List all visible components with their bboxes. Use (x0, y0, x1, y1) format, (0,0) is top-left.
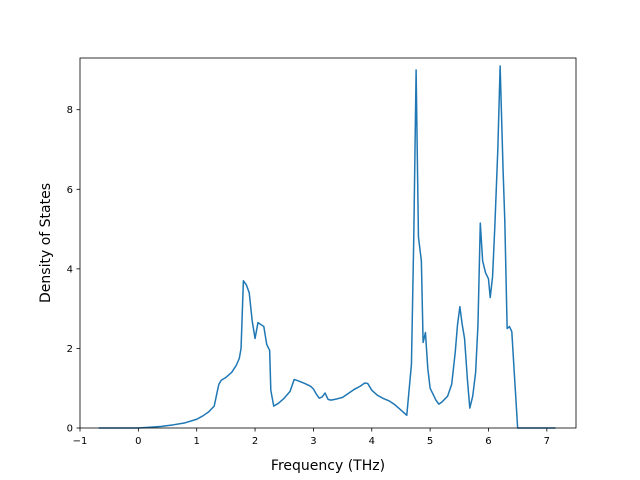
x-tick-label: −1 (73, 436, 88, 447)
x-tick-label: 4 (369, 436, 375, 447)
x-tick-label: 1 (194, 436, 200, 447)
y-axis-ticks: 0 2 4 6 8 (67, 105, 80, 435)
x-tick-label: 7 (544, 436, 550, 447)
y-axis-label: Density of States (38, 183, 54, 303)
plot-frame (79, 57, 577, 429)
x-tick-label: 3 (310, 436, 316, 447)
x-tick-label: 2 (252, 436, 258, 447)
x-axis-label: Frequency (THz) (271, 458, 385, 474)
y-tick-label: 6 (67, 185, 73, 196)
x-tick-label: 0 (135, 436, 141, 447)
x-tick-label: 5 (427, 436, 433, 447)
x-tick-label: 6 (485, 436, 491, 447)
y-tick-label: 8 (67, 105, 73, 116)
y-tick-label: 0 (67, 424, 73, 435)
y-tick-label: 4 (67, 264, 73, 275)
series-line (98, 65, 556, 429)
x-axis-ticks: −1 0 1 2 3 4 5 6 7 (73, 428, 550, 447)
y-tick-label: 2 (67, 344, 73, 355)
